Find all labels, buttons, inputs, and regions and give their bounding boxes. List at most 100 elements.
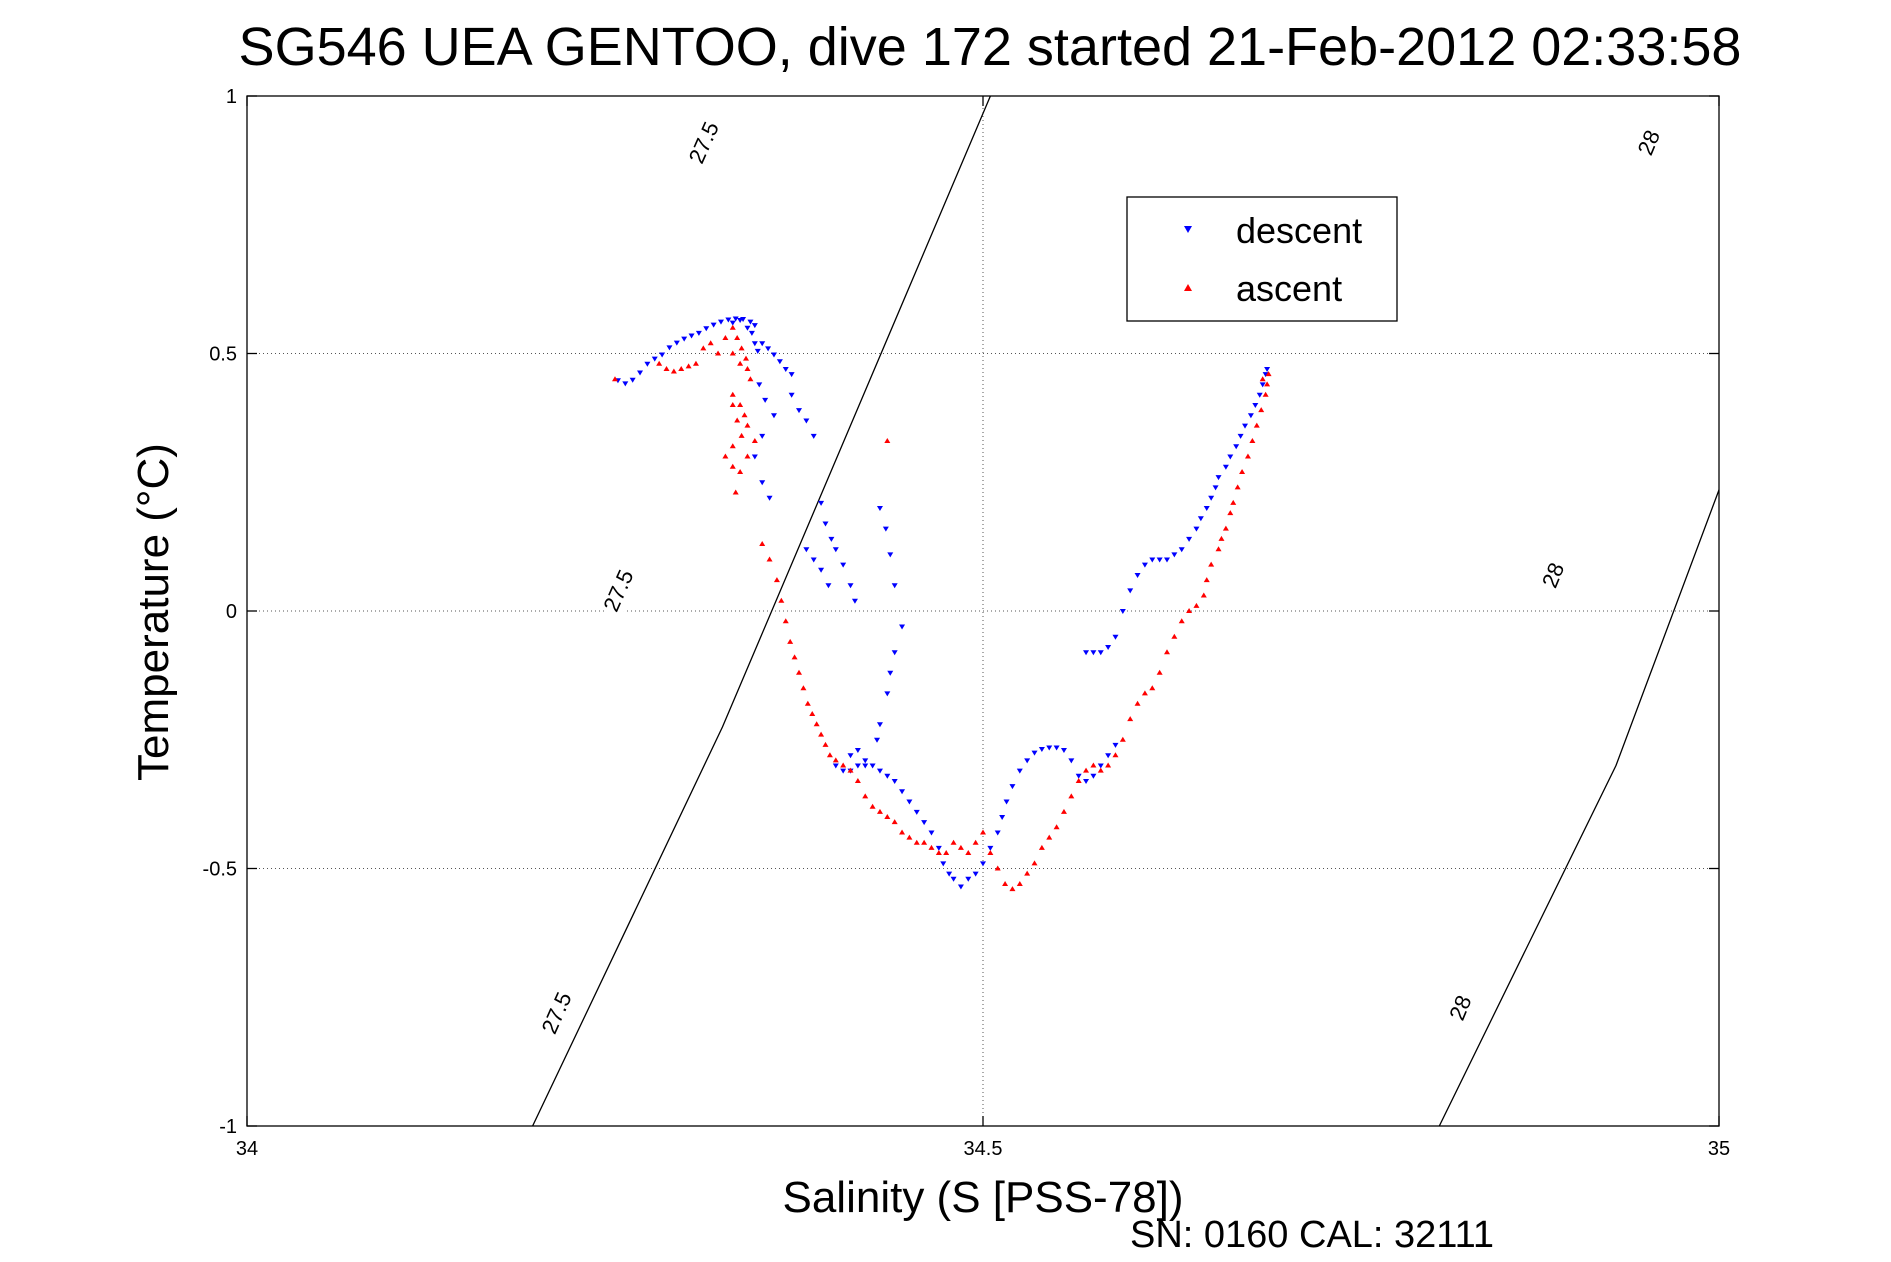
ascent-point — [1031, 860, 1038, 866]
ascent-point — [950, 839, 957, 845]
descent-point — [810, 433, 817, 439]
descent-point — [999, 815, 1006, 820]
descent-point — [754, 348, 761, 354]
ascent-point — [729, 402, 736, 407]
ascent-point — [744, 365, 751, 371]
descent-point — [1083, 778, 1090, 784]
legend-ascent-label: ascent — [1236, 268, 1342, 309]
ascent-point — [734, 417, 741, 423]
descent-point — [891, 583, 898, 589]
descent-point — [818, 567, 825, 573]
ascent-point — [1075, 777, 1082, 783]
descent-point — [876, 768, 883, 774]
ascent-point — [891, 819, 898, 825]
descent-point — [1068, 758, 1075, 764]
ascent-point — [921, 839, 928, 845]
ascent-point — [980, 829, 986, 835]
ascent-point — [737, 402, 744, 407]
ascent-point — [743, 355, 750, 361]
descent-point — [822, 521, 829, 527]
descent-point — [946, 871, 953, 877]
descent-point — [882, 526, 889, 532]
descent-point — [659, 352, 666, 358]
ascent-point — [778, 597, 785, 603]
ascent-point — [612, 376, 618, 382]
descent-point — [751, 454, 758, 460]
descent-point — [770, 413, 777, 419]
ascent-point — [1156, 669, 1163, 675]
descent-point — [673, 340, 680, 346]
y-axis-label: Temperature (°C) — [129, 443, 178, 781]
descent-point — [729, 320, 736, 326]
ascent-point — [928, 844, 935, 850]
descent-point — [762, 397, 769, 403]
ascent-point — [1193, 602, 1200, 608]
descent-point — [828, 536, 835, 542]
descent-point — [840, 768, 847, 774]
descent-point — [1105, 645, 1112, 651]
ascent-point — [1097, 767, 1104, 773]
descent-point — [1046, 745, 1053, 751]
ascent-point — [832, 757, 839, 763]
descent-point — [1203, 506, 1210, 511]
ascent-point — [822, 741, 829, 747]
descent-point — [891, 650, 898, 656]
ascent-point — [1215, 546, 1222, 552]
ascent-point — [1112, 752, 1119, 758]
ascent-point — [809, 711, 816, 716]
descent-point — [1252, 403, 1259, 408]
descent-point — [921, 820, 928, 826]
descent-point — [818, 500, 825, 506]
descent-point — [810, 557, 817, 563]
contour-label-bg — [533, 985, 579, 1041]
descent-point — [1164, 557, 1170, 563]
descent-point — [1247, 413, 1254, 419]
descent-point — [759, 341, 766, 347]
descent-point — [732, 316, 739, 322]
x-tick-label: 34.5 — [964, 1138, 1003, 1160]
data-points — [612, 316, 1272, 892]
ascent-point — [987, 850, 994, 856]
ascent-point — [1053, 824, 1060, 830]
descent-point — [756, 382, 763, 388]
descent-point — [1090, 773, 1097, 779]
descent-point — [1237, 433, 1244, 439]
ascent-point — [729, 350, 736, 356]
descent-point — [1038, 747, 1045, 753]
descent-point — [747, 319, 754, 325]
ascent-point — [847, 767, 854, 773]
ascent-point — [943, 850, 950, 856]
descent-point — [876, 722, 883, 728]
y-tick-label: 0 — [226, 601, 237, 623]
ascent-point — [1127, 716, 1134, 722]
descent-point — [751, 323, 758, 329]
descent-point — [928, 830, 935, 836]
ascent-point — [729, 443, 736, 449]
ascent-point — [818, 731, 825, 737]
contour-label-bg — [1437, 980, 1483, 1036]
descent-point — [1186, 536, 1193, 542]
descent-point — [851, 598, 858, 604]
ascent-point — [1009, 886, 1016, 892]
descent-point — [737, 318, 744, 324]
descent-point — [1233, 444, 1240, 450]
ascent-point — [656, 360, 663, 366]
ascent-point — [1164, 649, 1170, 655]
ascent-point — [738, 345, 745, 351]
y-axis-ticks: -1 -0.5 0 0.5 1 — [203, 86, 1719, 1138]
y-tick-label: -0.5 — [203, 859, 237, 881]
ascent-point — [1249, 438, 1256, 444]
grid-lines — [247, 96, 1719, 1126]
ascent-point — [722, 453, 729, 459]
descent-point — [1215, 475, 1222, 481]
descent-point — [1212, 485, 1219, 491]
ascent-point — [744, 453, 751, 459]
descent-point — [1112, 634, 1119, 640]
ascent-point — [737, 360, 744, 366]
descent-point — [1060, 748, 1067, 754]
descent-point — [847, 753, 854, 759]
descent-point — [803, 547, 810, 553]
descent-point — [1003, 799, 1010, 805]
ascent-point — [957, 844, 964, 850]
